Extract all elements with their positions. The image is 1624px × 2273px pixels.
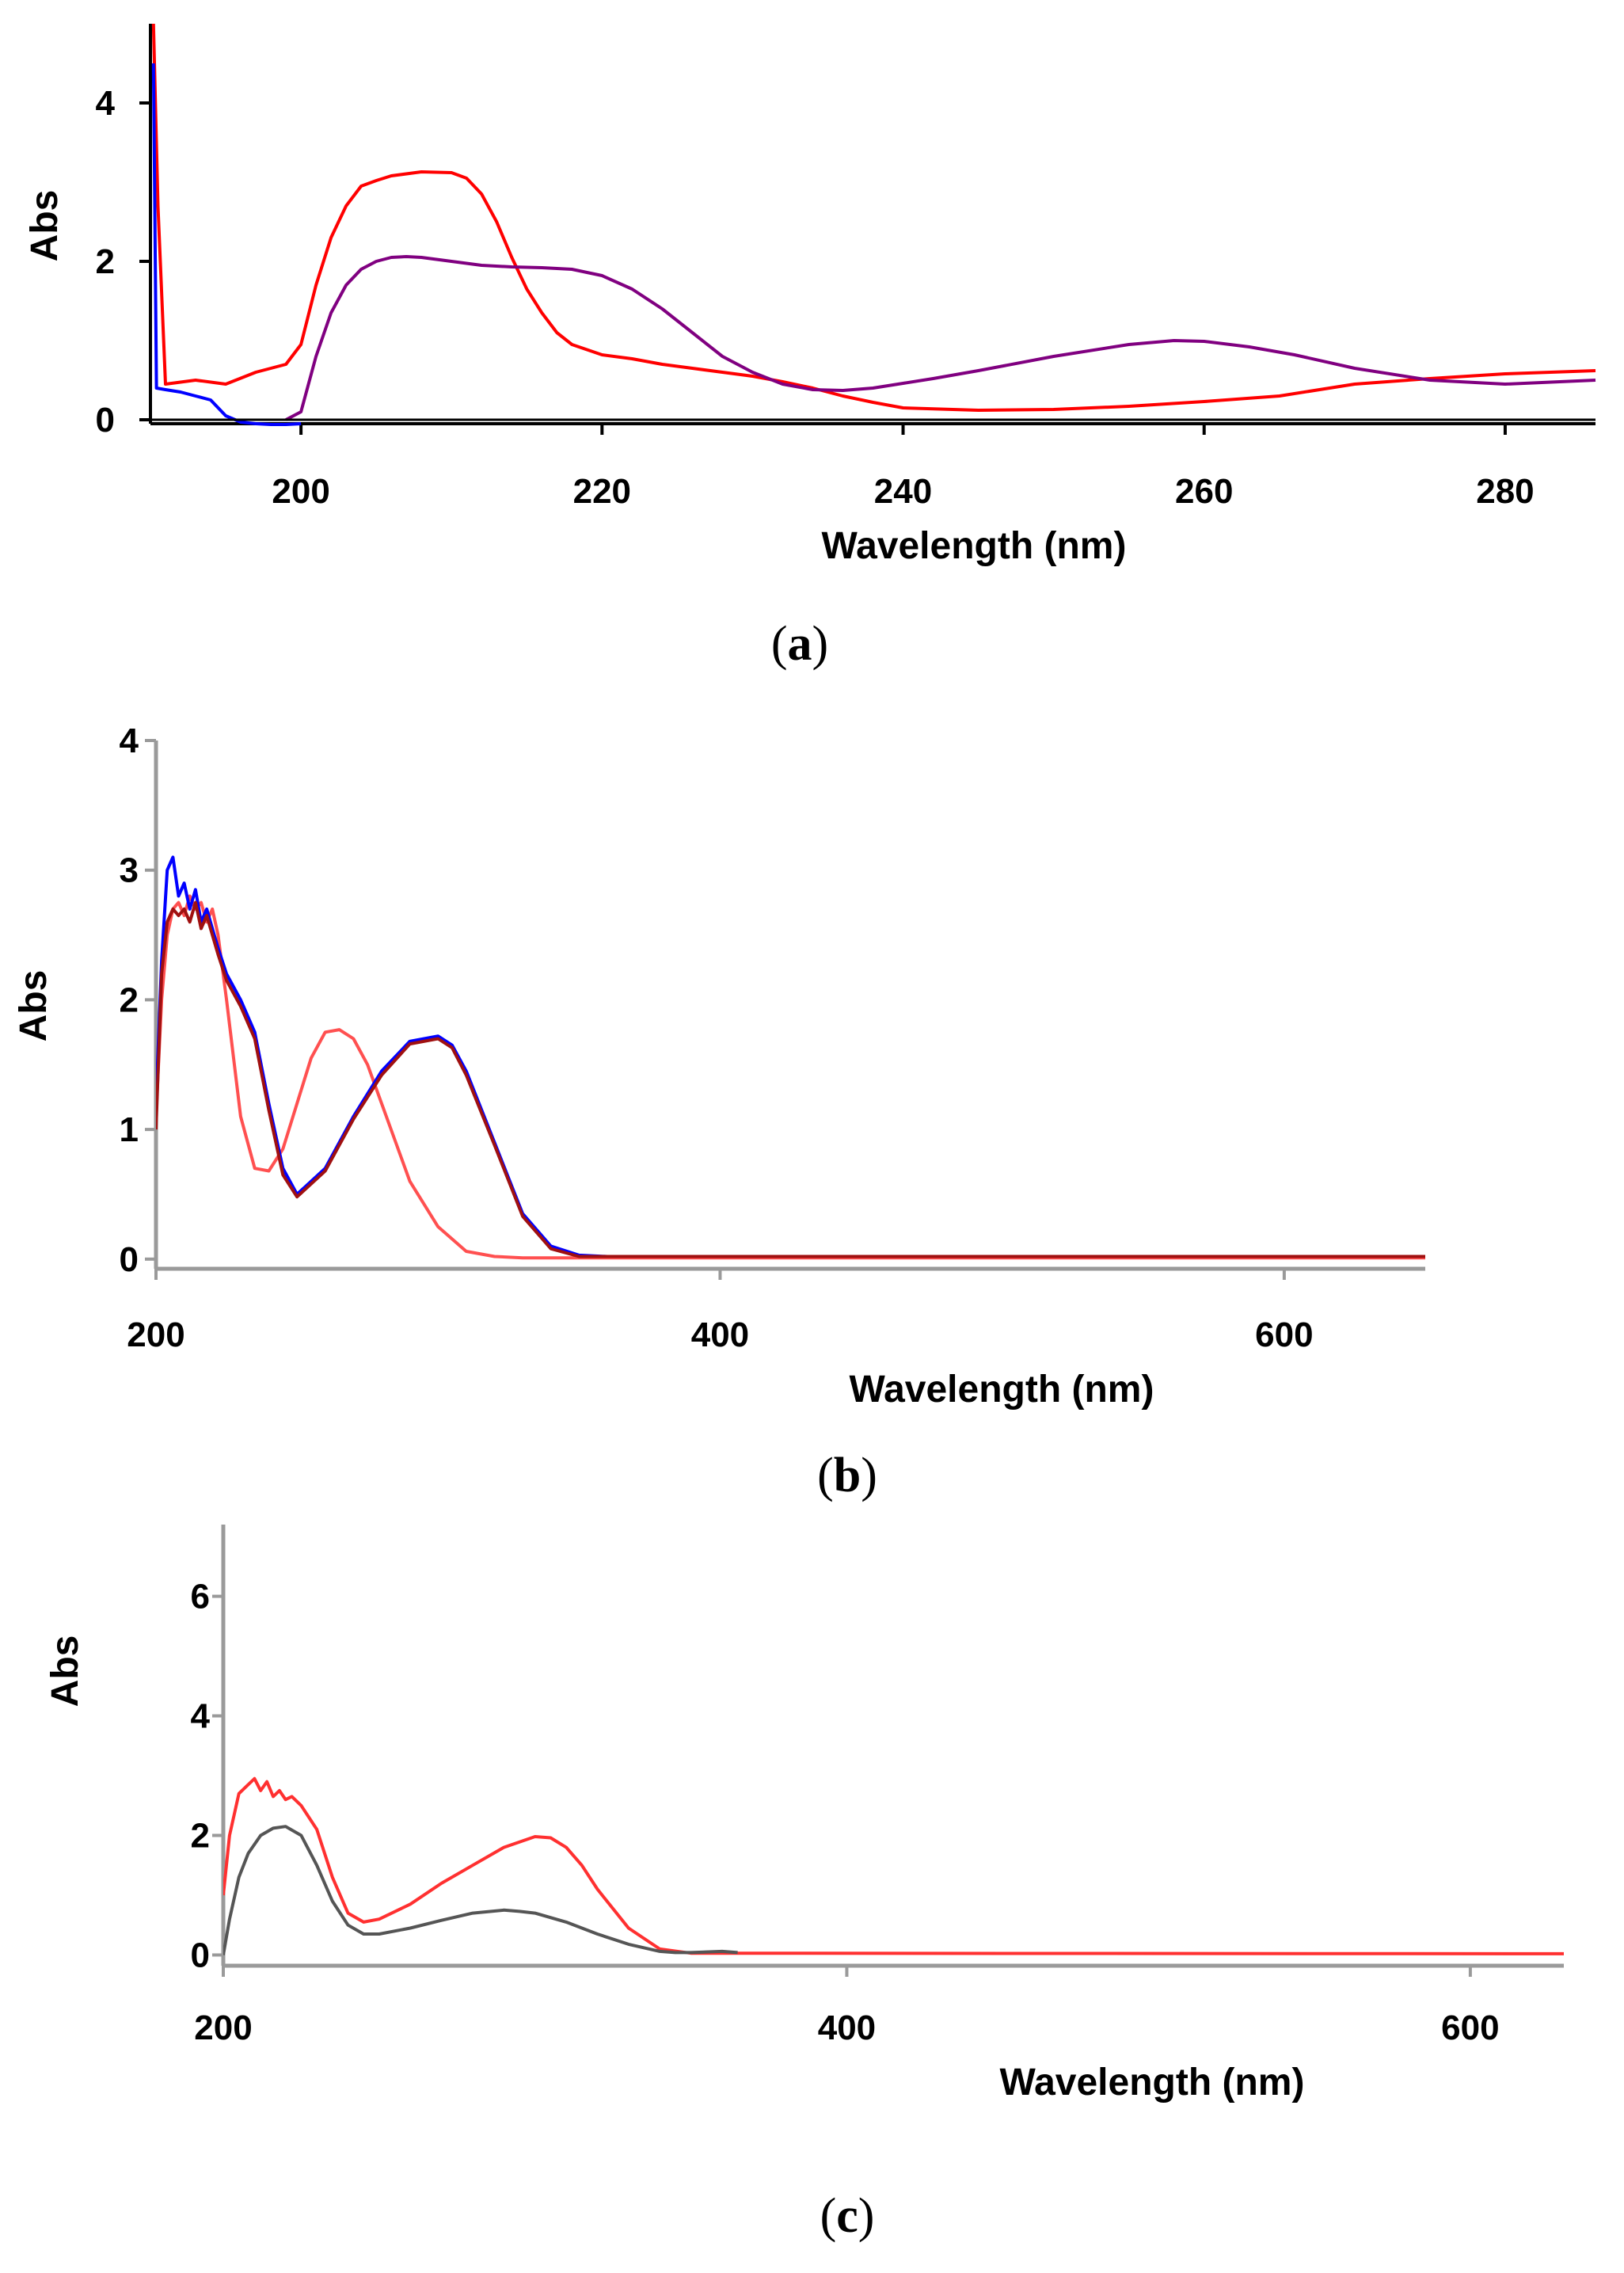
x-tick-label: 220: [573, 472, 631, 511]
panel-c: 0 2 4 6 200 400 600 Wavelength (nm) Abs: [44, 1525, 1565, 2104]
x-axis-label: Wavelength (nm): [1000, 2062, 1305, 2104]
x-tick-label: 600: [1255, 1315, 1313, 1354]
series-line-blue: [156, 855, 1425, 1258]
series-line-dark-red: [156, 900, 1425, 1258]
x-tick-label: 200: [194, 2008, 252, 2047]
x-tick-label: 260: [1175, 472, 1233, 511]
series-line-purple: [285, 255, 1596, 421]
series-line-red: [223, 1776, 1565, 1955]
x-tick-label: 240: [874, 472, 932, 511]
x-tick-label: 400: [691, 1315, 749, 1354]
panel-b: 0 1 2 3 4 200 400 600 Wavelength (nm) Abs: [13, 721, 1425, 1411]
y-tick-label: 2: [96, 242, 115, 281]
y-tick-label: 4: [120, 721, 139, 760]
x-axis-label: Wavelength (nm): [850, 1369, 1154, 1411]
svg-text:(b): (b): [817, 1449, 877, 1502]
y-tick-label: 1: [120, 1110, 139, 1149]
y-tick-label: 4: [96, 84, 116, 123]
y-tick-label: 0: [120, 1240, 139, 1279]
x-tick-label: 200: [272, 472, 329, 511]
y-tick-label: 0: [191, 1936, 210, 1974]
svg-text:(c): (c): [820, 2189, 875, 2243]
panel-a-caption: (a): [771, 617, 828, 671]
panel-c-caption: (c): [820, 2189, 875, 2243]
panel-a-caption-label: a: [788, 617, 812, 671]
x-tick-label: 200: [127, 1315, 184, 1354]
series-line-red: [156, 894, 1425, 1260]
y-tick-label: 0: [96, 401, 115, 440]
panel-c-caption-label: c: [836, 2189, 858, 2243]
x-tick-label: 280: [1476, 472, 1534, 511]
y-tick-label: 6: [191, 1578, 210, 1616]
panel-b-caption-label: b: [834, 1449, 861, 1502]
y-axis-label: Abs: [24, 190, 66, 262]
y-tick-label: 4: [191, 1697, 211, 1736]
panel-a: 0 2 4 200 220 240 260 280 Wavelength (nm) Abs: [24, 23, 1596, 567]
y-tick-label: 2: [191, 1816, 210, 1855]
series-line-blue: [151, 63, 302, 426]
y-axis-label: Abs: [44, 1635, 86, 1708]
series-line-gray: [223, 1825, 738, 1955]
x-tick-label: 400: [818, 2008, 876, 2047]
x-tick-label: 600: [1441, 2008, 1499, 2047]
panel-b-caption: (b): [817, 1449, 877, 1502]
y-tick-label: 3: [120, 851, 139, 890]
x-axis-label: Wavelength (nm): [822, 525, 1127, 567]
svg-text:(a): (a): [771, 617, 828, 671]
y-tick-label: 2: [120, 980, 139, 1019]
y-axis-label: Abs: [13, 970, 55, 1042]
series-line-red: [151, 23, 1596, 412]
